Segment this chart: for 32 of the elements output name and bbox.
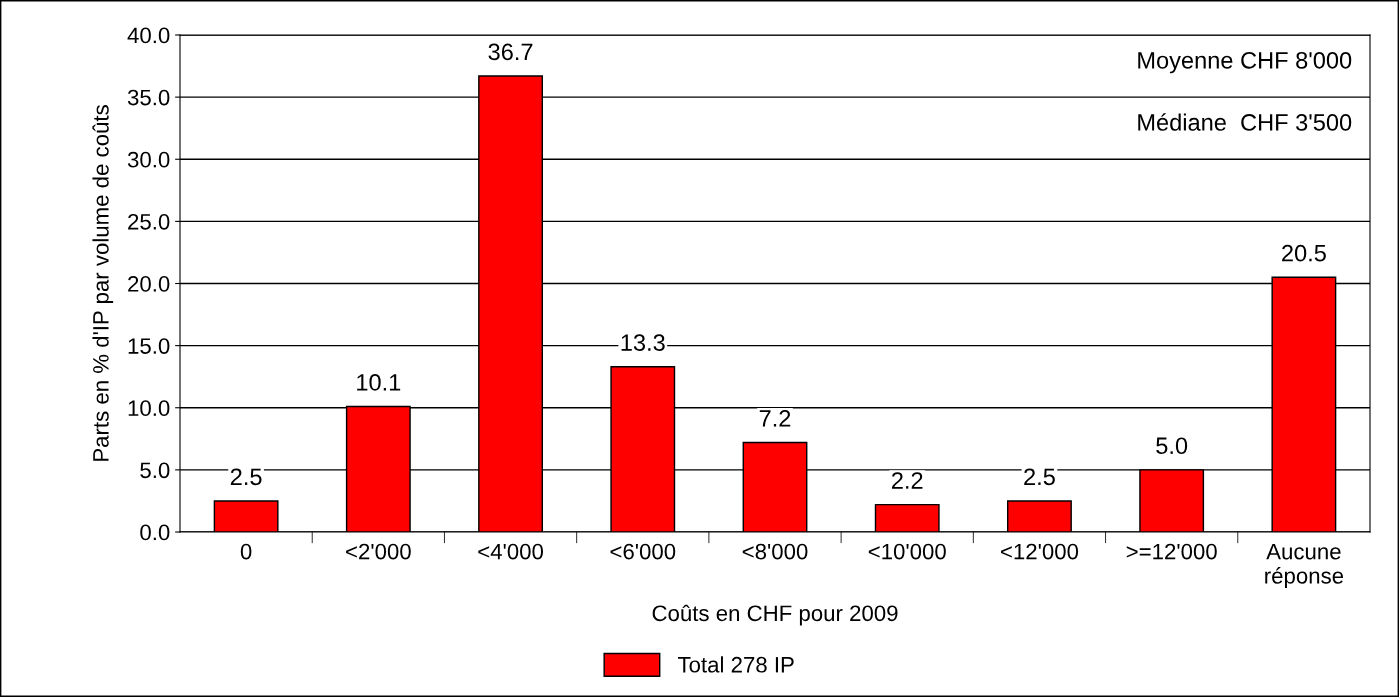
x-tick-label: 0 (240, 543, 252, 560)
x-tick-label: <2'000 (346, 543, 411, 560)
y-tick-label: 0.0 (140, 524, 170, 541)
y-tick-label: 10.0 (128, 400, 170, 417)
x-tick-label: <8'000 (742, 543, 808, 560)
data-label: 36.7 (488, 43, 533, 61)
legend-label: Total 278 IP (677, 656, 794, 673)
y-tick-label: 25.0 (128, 213, 170, 230)
data-label: 2.5 (1024, 468, 1055, 486)
y-tick-label: 30.0 (127, 151, 170, 168)
data-label: 13.3 (621, 334, 665, 351)
x-tick-label: <10'000 (868, 543, 946, 560)
data-label: 2.2 (892, 472, 923, 489)
x-tick-label: <6'000 (610, 543, 676, 560)
x-tick-label: Aucune réponse (1265, 543, 1344, 589)
data-label: 5.0 (1156, 437, 1188, 455)
y-tick-label: 5.0 (140, 462, 170, 479)
data-label: 7.2 (759, 410, 791, 427)
y-tick-label: 15.0 (128, 338, 170, 354)
y-tick-label: 40.0 (127, 27, 170, 44)
data-label: 10.1 (357, 374, 401, 391)
annotation: Moyenne CHF 8'000 (1138, 51, 1352, 74)
y-tick-label: 35.0 (127, 89, 170, 106)
data-label: 20.5 (1282, 244, 1326, 262)
x-tick-label: <12'000 (1001, 543, 1079, 560)
y-axis-title: Parts en % d'IP par volume de coûts (92, 105, 114, 461)
x-tick-label: >=12'000 (1126, 543, 1217, 560)
y-tick-label: 20.0 (128, 276, 170, 292)
data-label: 2.5 (230, 468, 262, 486)
annotation: Médiane CHF 3'500 (1138, 113, 1352, 131)
x-tick-label: <4'000 (478, 543, 544, 560)
x-axis-title: Coûts en CHF pour 2009 (652, 604, 898, 626)
